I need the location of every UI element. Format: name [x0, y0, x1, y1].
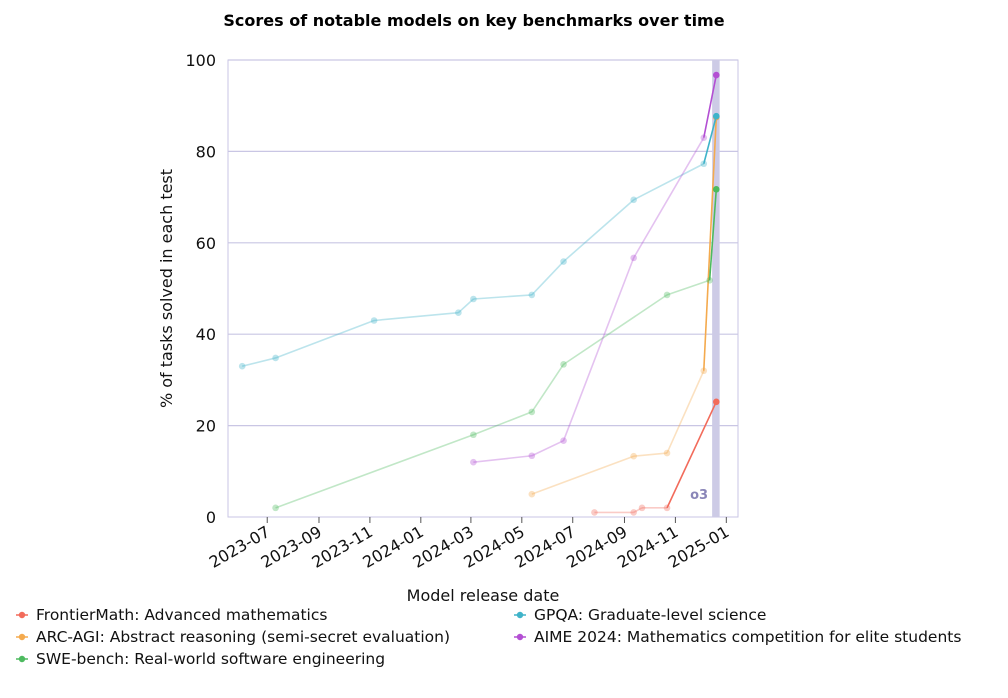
o3-band — [712, 60, 720, 517]
data-point — [630, 254, 637, 262]
data-point — [712, 186, 720, 193]
data-point — [712, 398, 720, 406]
legend-label: GPQA: Graduate-level science — [534, 606, 766, 624]
legend: FrontierMath: Advanced mathematics ARC-AG… — [16, 606, 961, 668]
y-tick-label: 20 — [196, 417, 216, 436]
data-point — [470, 431, 477, 439]
data-point — [470, 295, 477, 303]
legend-label: ARC-AGI: Abstract reasoning (semi-secret… — [36, 628, 450, 646]
data-point — [528, 291, 536, 299]
data-point — [272, 504, 279, 512]
highlight-band: o3 — [690, 60, 720, 517]
series-segment — [473, 454, 532, 463]
legend-marker — [18, 633, 26, 641]
series-4 — [470, 71, 720, 466]
series-segment — [531, 455, 634, 495]
y-tick-label: 0 — [206, 508, 216, 527]
series-segment — [702, 117, 718, 371]
legend-marker — [516, 633, 524, 641]
data-point — [455, 309, 462, 317]
legend-label: FrontierMath: Advanced mathematics — [36, 606, 327, 624]
series-segment — [473, 294, 532, 300]
gridlines — [228, 59, 738, 427]
y-tick-label: 80 — [196, 142, 216, 161]
series-segment — [632, 137, 705, 259]
data-point — [370, 317, 378, 324]
legend-marker — [516, 611, 524, 619]
series-segment — [531, 439, 564, 457]
series-segment — [563, 294, 668, 366]
y-axis-label: % of tasks solved in each test — [157, 169, 176, 408]
data-point — [663, 291, 671, 299]
data-point — [663, 449, 671, 457]
data-point — [663, 504, 671, 512]
data-point — [470, 458, 477, 466]
data-point — [630, 509, 637, 516]
legend-marker — [18, 655, 26, 663]
series-layer — [238, 71, 720, 516]
data-point — [712, 71, 720, 79]
data-point — [238, 362, 246, 370]
legend-label: AIME 2024: Mathematics competition for e… — [534, 628, 961, 646]
y-tick-label: 60 — [196, 234, 216, 253]
data-point — [560, 258, 567, 265]
data-point — [712, 112, 720, 120]
data-point — [638, 504, 646, 512]
x-axis-label: Model release date — [407, 586, 560, 605]
series-0 — [591, 398, 720, 516]
series-segment — [666, 370, 705, 454]
series-segment — [531, 260, 565, 296]
data-point — [700, 160, 708, 168]
o3-label: o3 — [690, 488, 708, 503]
series-segment — [275, 433, 474, 509]
plot-area — [227, 59, 739, 518]
series-segment — [373, 311, 459, 322]
data-point — [706, 276, 713, 284]
data-point — [272, 354, 279, 362]
y-tick-label: 100 — [185, 51, 216, 70]
series-2 — [272, 186, 720, 512]
data-point — [700, 134, 708, 141]
series-segment — [666, 279, 710, 296]
series-segment — [562, 257, 635, 441]
data-point — [630, 452, 637, 460]
data-point — [560, 361, 567, 368]
plot-frame — [227, 59, 739, 518]
series-segment — [702, 74, 718, 138]
series-segment — [633, 163, 705, 201]
data-point — [560, 437, 567, 444]
series-segment — [666, 401, 718, 509]
chart-title: Scores of notable models on key benchmar… — [223, 11, 724, 30]
series-segment — [275, 319, 375, 359]
data-point — [591, 509, 598, 516]
series-segment — [473, 411, 533, 436]
series-segment — [703, 116, 718, 164]
series-segment — [708, 189, 718, 281]
legend-label: SWE-bench: Real-world software engineeri… — [36, 650, 385, 668]
series-segment — [633, 452, 668, 458]
series-segment — [563, 199, 635, 263]
series-segment — [531, 363, 565, 413]
legend-marker — [18, 611, 26, 619]
series-segment — [241, 357, 276, 367]
data-point — [528, 408, 536, 416]
data-point — [528, 490, 536, 498]
series-segment — [633, 507, 643, 514]
data-point — [630, 196, 637, 204]
series-3 — [238, 112, 720, 370]
series-segment — [457, 298, 474, 314]
data-point — [528, 452, 536, 460]
data-point — [700, 367, 708, 375]
y-tick-label: 40 — [196, 325, 216, 344]
